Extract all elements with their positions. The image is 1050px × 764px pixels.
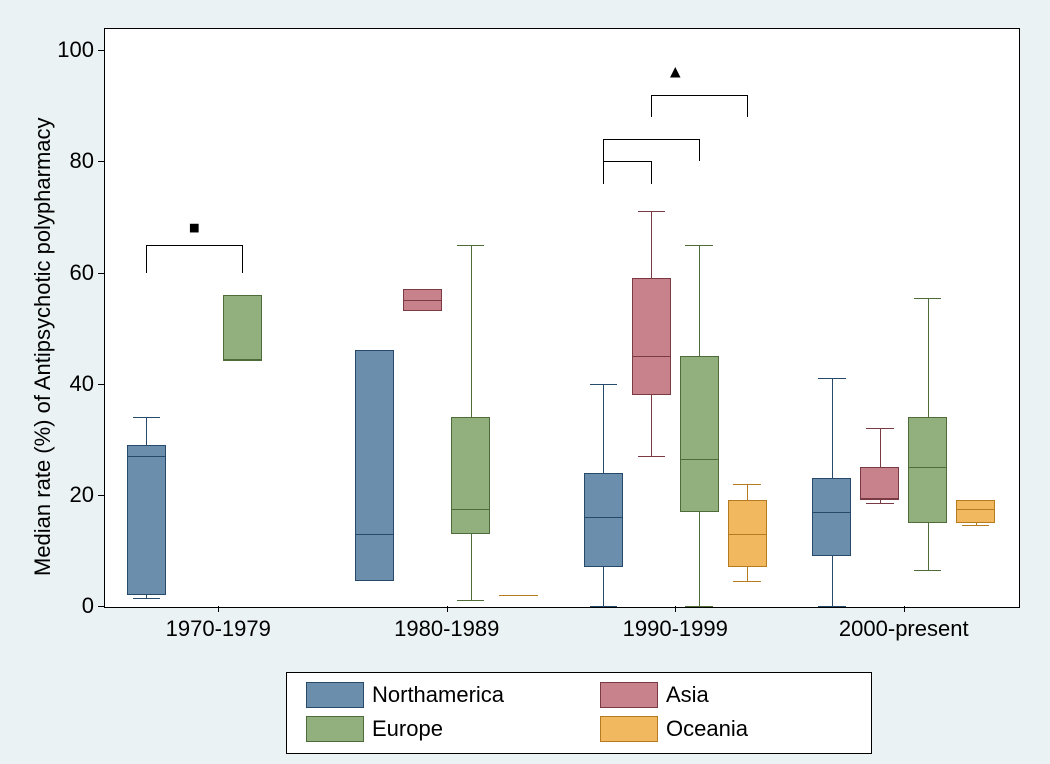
legend-label-na: Northamerica: [372, 682, 504, 708]
legend-swatch-oc: [600, 716, 658, 742]
legend-swatch-as: [600, 682, 658, 708]
legend-label-oc: Oceania: [666, 716, 748, 742]
x-tick-label: 1970-1979: [166, 616, 271, 642]
y-tick-label: 60: [70, 260, 94, 286]
significance-marker: ▲: [666, 62, 684, 83]
x-tick-label: 1990-1999: [623, 616, 728, 642]
chart-canvas: Median rate (%) of Antipsychotic polypha…: [0, 0, 1050, 764]
significance-marker: ■: [189, 218, 200, 239]
y-tick-label: 100: [57, 37, 94, 63]
box-oc: [499, 595, 538, 596]
legend-label-as: Asia: [666, 682, 709, 708]
y-axis-label: Median rate (%) of Antipsychotic polypha…: [30, 117, 56, 576]
legend-label-eu: Europe: [372, 716, 443, 742]
x-tick-label: 2000-present: [839, 616, 969, 642]
box-na: [584, 473, 623, 567]
box-as: [632, 278, 671, 395]
box-eu: [908, 417, 947, 523]
y-tick-label: 20: [70, 482, 94, 508]
y-tick-label: 80: [70, 148, 94, 174]
box-oc: [956, 500, 995, 522]
box-eu: [451, 417, 490, 534]
box-eu: [223, 295, 262, 362]
box-na: [812, 478, 851, 556]
y-tick-label: 0: [82, 593, 94, 619]
x-tick-label: 1980-1989: [394, 616, 499, 642]
legend-swatch-na: [306, 682, 364, 708]
box-na: [355, 350, 394, 581]
y-tick-label: 40: [70, 371, 94, 397]
box-as: [860, 467, 899, 500]
box-eu: [680, 356, 719, 512]
box-na: [127, 445, 166, 595]
legend-swatch-eu: [306, 716, 364, 742]
